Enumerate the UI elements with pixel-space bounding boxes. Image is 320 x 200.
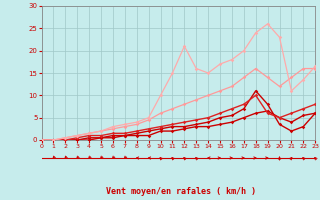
Text: Vent moyen/en rafales ( km/h ): Vent moyen/en rafales ( km/h ): [106, 187, 256, 196]
